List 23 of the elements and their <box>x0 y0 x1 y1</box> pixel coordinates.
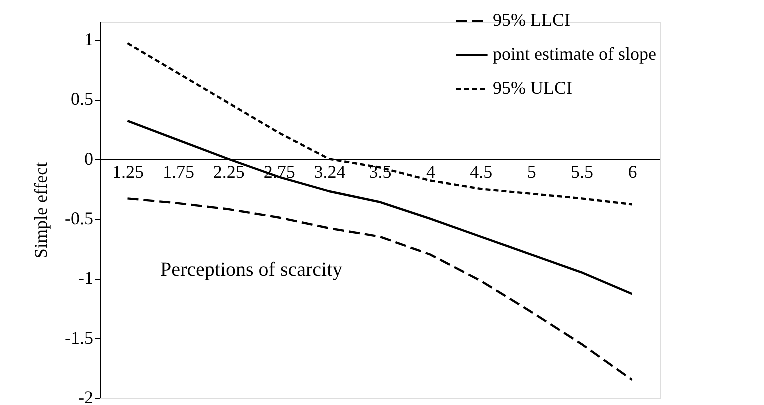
legend-label: 95% ULCI <box>493 78 572 98</box>
y-tick-label: -0.5 <box>65 208 94 228</box>
x-axis-title: Perceptions of scarcity <box>160 258 343 281</box>
x-tick-label: 4.5 <box>470 162 493 182</box>
x-tick-label: 1.25 <box>112 162 144 182</box>
line-series <box>126 198 634 382</box>
y-tick-label: 0 <box>84 148 94 169</box>
y-tick-label: -1.5 <box>65 328 94 348</box>
x-tick-label: 5 <box>527 162 536 182</box>
y-tick-label: 1 <box>84 29 94 50</box>
x-tick-label: 6 <box>628 162 638 182</box>
y-axis-title: Simple effect <box>31 162 52 259</box>
y-tick-label: 0.5 <box>71 89 94 110</box>
y-tick-label: -1 <box>78 268 94 288</box>
x-tick-label: 2.25 <box>213 162 245 182</box>
legend-label: 95% LLCI <box>493 10 570 30</box>
y-tick-label: -2 <box>78 388 94 405</box>
x-tick-label: 5.5 <box>571 162 594 182</box>
x-tick-label: 3.24 <box>314 162 346 182</box>
x-tick-label: 2.75 <box>264 162 296 182</box>
legend-label: point estimate of slope <box>493 44 656 64</box>
x-tick-label: 1.75 <box>162 162 194 182</box>
x-tick-label: 4 <box>426 162 436 182</box>
